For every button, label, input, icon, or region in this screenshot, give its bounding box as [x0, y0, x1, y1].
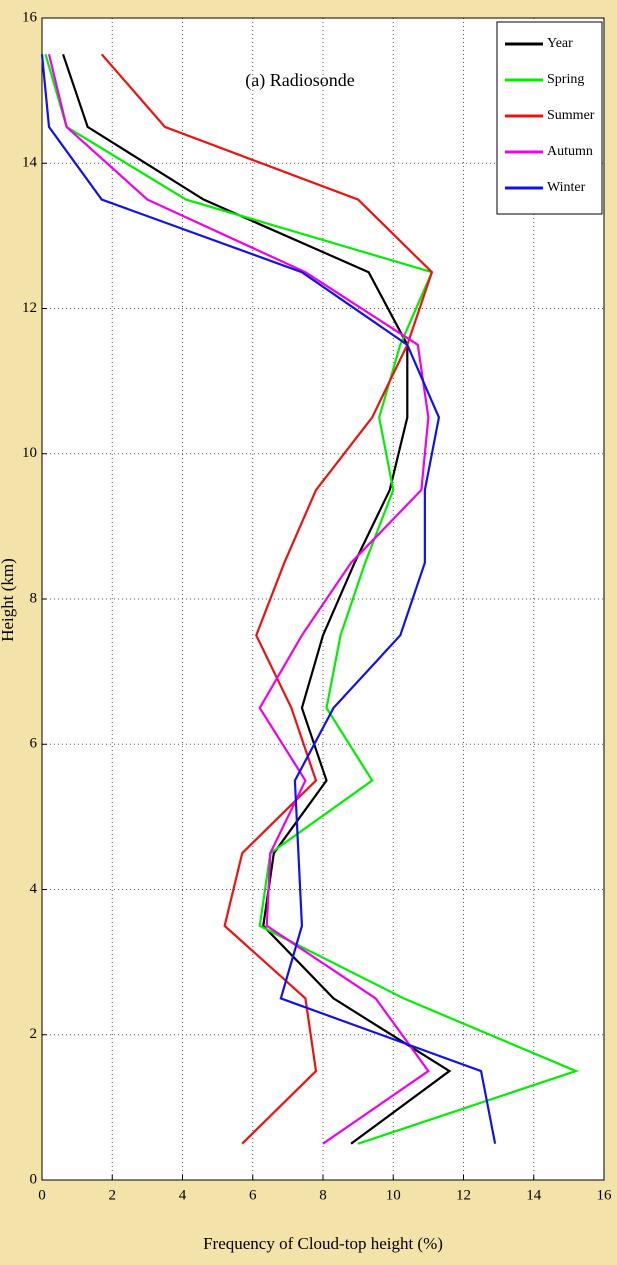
x-tick-label: 12	[456, 1187, 471, 1203]
series-line	[62, 53, 452, 1145]
y-axis-label: Height (km)	[0, 558, 17, 642]
y-tick-label: 6	[30, 736, 38, 752]
x-tick-label: 0	[38, 1187, 46, 1203]
y-tick-label: 12	[22, 300, 37, 316]
series-line	[40, 54, 497, 1144]
x-tick-label: 6	[249, 1187, 257, 1203]
y-tick-label: 2	[30, 1026, 38, 1042]
legend-label: Winter	[547, 180, 586, 195]
x-axis-label: Frequency of Cloud-top height (%)	[203, 1234, 443, 1253]
legend-label: Summer	[547, 108, 595, 123]
series-line	[100, 53, 434, 1145]
y-tick-label: 4	[30, 881, 38, 897]
y-tick-label: 0	[30, 1171, 38, 1187]
series-line	[47, 54, 430, 1145]
x-tick-label: 10	[386, 1187, 401, 1203]
x-tick-label: 14	[526, 1187, 542, 1203]
x-tick-label: 8	[319, 1187, 327, 1203]
x-tick-label: 16	[597, 1187, 613, 1203]
y-tick-label: 8	[30, 590, 38, 606]
series-line	[44, 54, 580, 1145]
legend-label: Year	[547, 36, 573, 51]
legend-label: Spring	[547, 72, 584, 87]
legend-label: Autumn	[547, 144, 593, 159]
annotation: (a) Radiosonde	[245, 70, 354, 91]
y-tick-label: 16	[22, 9, 38, 25]
x-tick-label: 4	[179, 1187, 187, 1203]
y-tick-label: 14	[22, 155, 38, 171]
y-tick-label: 10	[22, 445, 37, 461]
x-tick-label: 2	[109, 1187, 117, 1203]
legend-box	[496, 21, 603, 215]
plot-frame	[41, 17, 605, 1181]
